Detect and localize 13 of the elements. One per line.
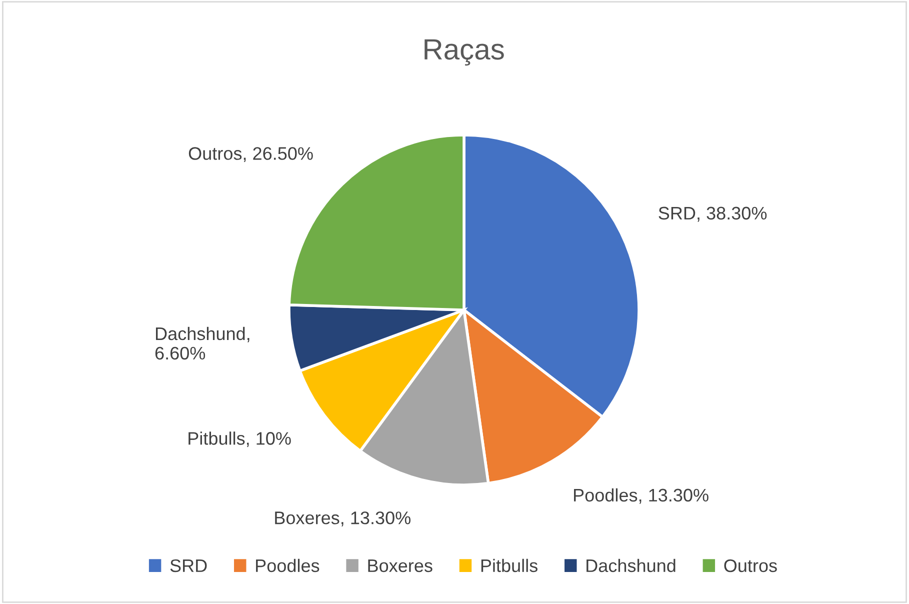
- legend-label: Poodles: [256, 558, 320, 572]
- legend-label: Dachshund: [586, 558, 676, 572]
- data-label: Boxeres, 13.30%: [275, 511, 410, 526]
- legend-label: Outros: [724, 559, 777, 572]
- data-label: Outros, 26.50%: [188, 147, 313, 162]
- data-label: Pitbulls, 10%: [188, 432, 291, 447]
- legend-label: Boxeres: [368, 560, 432, 572]
- data-label: Poodles, 13.30%: [574, 488, 708, 504]
- chart-title: Raças: [424, 39, 504, 66]
- data-label: SRD, 38.30%: [658, 206, 767, 222]
- legend-label: SRD: [170, 559, 207, 572]
- data-label: Dachshund, 6.60%: [155, 326, 250, 360]
- legend-label: Pitbulls: [481, 558, 538, 572]
